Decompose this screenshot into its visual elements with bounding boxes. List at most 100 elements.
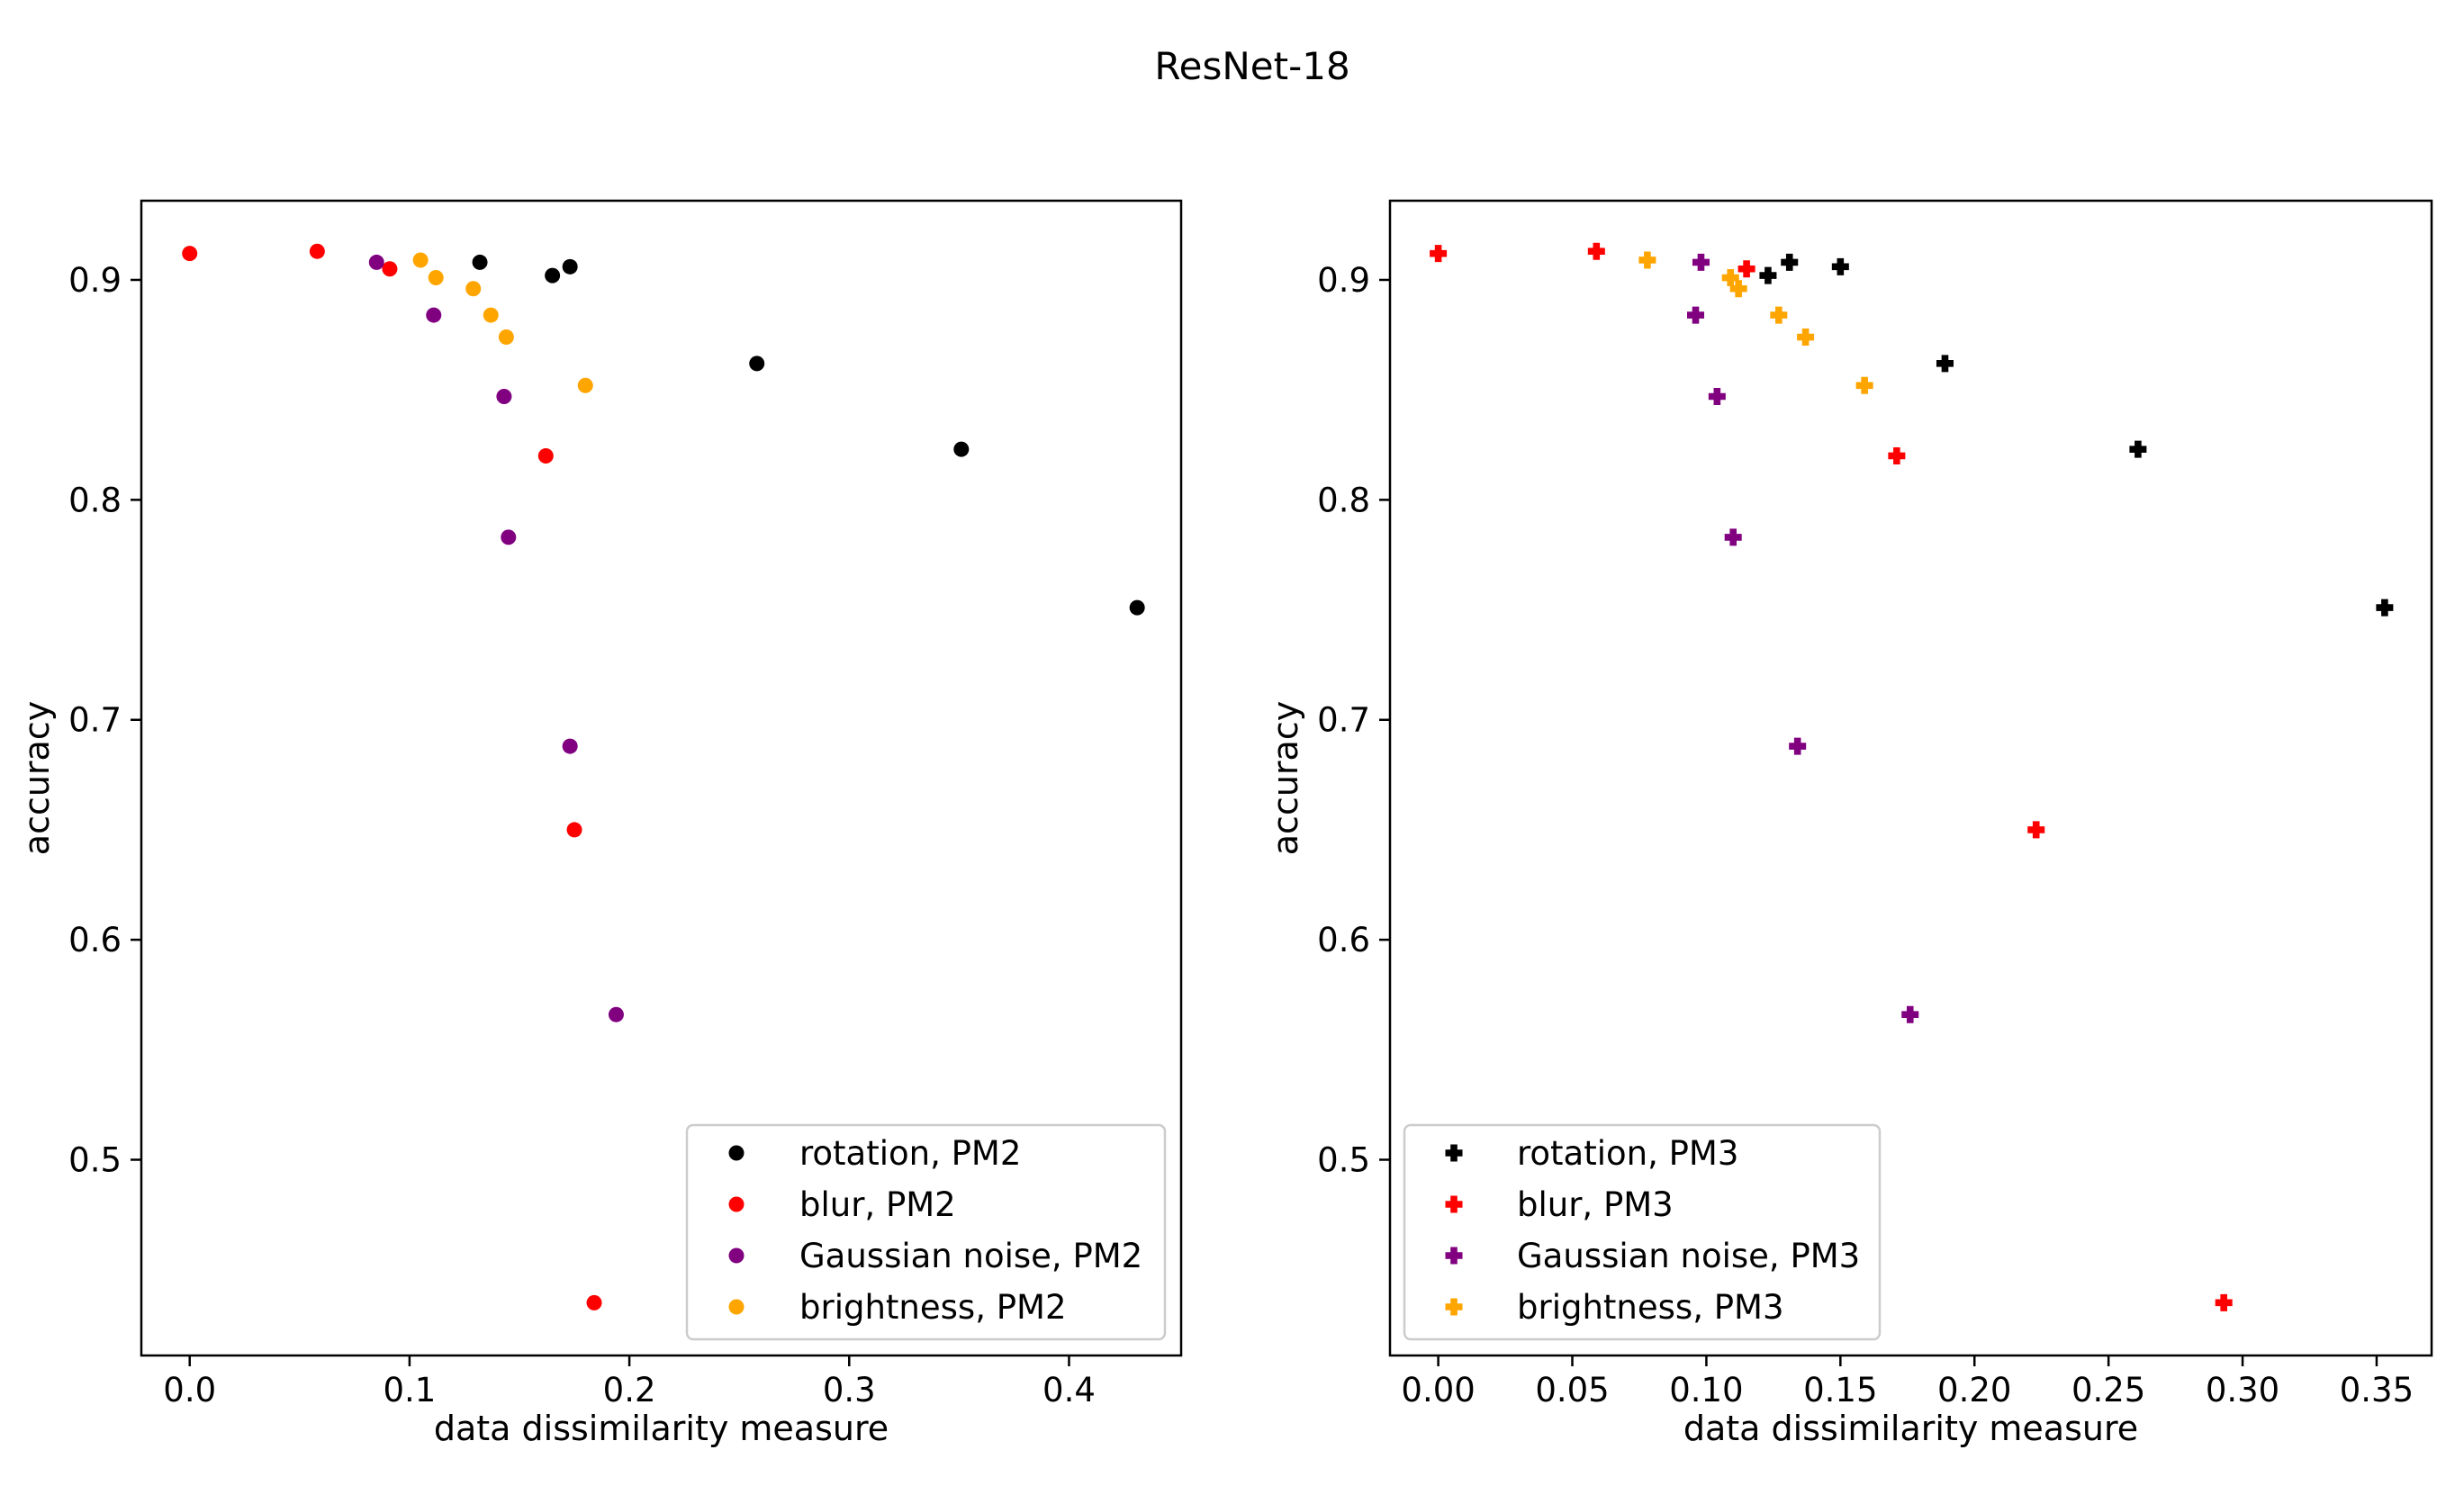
right-data-point [2215, 1293, 2233, 1311]
left-data-point [1129, 599, 1145, 616]
left-data-point [953, 441, 970, 457]
right-data-point [1692, 253, 1710, 271]
right-y-tick-label: 0.6 [1317, 921, 1370, 959]
right-series-1 [1430, 242, 2233, 1311]
right-data-point [2027, 821, 2045, 839]
left-series-1 [182, 243, 602, 1310]
left-legend-label: rotation, PM2 [799, 1134, 1021, 1173]
left-data-point [483, 307, 499, 323]
left-legend-label: brightness, PM2 [799, 1288, 1067, 1327]
right-x-tick-label: 0.35 [2340, 1371, 2414, 1409]
left-data-point [749, 356, 765, 372]
right-x-tick-label: 0.15 [1803, 1371, 1877, 1409]
left-legend-marker [728, 1299, 745, 1315]
left-data-point [426, 307, 442, 323]
right-x-tick-label: 0.25 [2071, 1371, 2145, 1409]
left-y-tick-label: 0.5 [68, 1141, 122, 1180]
right-data-point [1430, 245, 1448, 263]
figure-title: ResNet-18 [1154, 44, 1349, 88]
right-series-2 [1687, 253, 1919, 1023]
left-data-point [496, 388, 512, 404]
left-y-axis-label: accuracy [17, 701, 57, 855]
left-legend-label: blur, PM2 [799, 1185, 956, 1224]
left-x-axis-label: data dissimilarity measure [434, 1409, 889, 1448]
right-data-point [1855, 376, 1873, 394]
left-data-point [577, 377, 593, 393]
left-legend-marker [728, 1145, 745, 1161]
right-legend-marker [1445, 1247, 1463, 1265]
right-data-point [1770, 306, 1788, 324]
right-x-tick-label: 0.10 [1669, 1371, 1743, 1409]
right-series-3 [1638, 251, 1873, 394]
left-y-tick-label: 0.8 [68, 481, 122, 519]
right-legend-label: rotation, PM3 [1517, 1134, 1738, 1173]
right-legend-label: blur, PM3 [1517, 1185, 1674, 1224]
left-data-point [182, 246, 198, 262]
left-legend-marker [728, 1196, 745, 1212]
left-plot-frame [140, 199, 1183, 1357]
left-data-point [545, 267, 561, 284]
right-y-tick-label: 0.5 [1317, 1141, 1370, 1180]
right-y-tick-label: 0.7 [1317, 701, 1370, 740]
left-series-0 [472, 254, 1145, 616]
left-data-point [382, 261, 398, 277]
left-data-point [498, 329, 514, 346]
left-scatter-panel: 0.0 0.1 0.2 0.3 0.4 0.5 0.6 0.7 0.8 0.9 data diss… [17, 199, 1183, 1448]
left-data-point [537, 447, 554, 464]
right-plot-frame [1388, 199, 2433, 1357]
right-data-point [1587, 242, 1605, 260]
right-x-tick-label: 0.20 [1937, 1371, 2011, 1409]
right-data-point [1737, 260, 1755, 278]
left-data-point [428, 270, 444, 286]
right-legend-label: Gaussian noise, PM3 [1517, 1237, 1860, 1275]
left-data-point [368, 254, 384, 270]
left-data-point [608, 1006, 624, 1022]
right-legend-marker [1445, 1144, 1463, 1162]
right-legend: rotation, PM3 blur, PM3 Gaussian noise, PM… [1403, 1123, 1882, 1341]
left-x-tick-label: 0.0 [163, 1371, 216, 1409]
left-data-point [562, 738, 578, 754]
left-legend-box [685, 1123, 1167, 1341]
right-y-axis-label: accuracy [1266, 701, 1305, 855]
right-data-point [1901, 1005, 1919, 1023]
left-data-point [465, 281, 482, 297]
right-data-point [1708, 387, 1726, 405]
left-x-tick-label: 0.4 [1042, 1371, 1096, 1409]
left-legend: rotation, PM2 blur, PM2 Gaussian noise, PM… [685, 1123, 1167, 1341]
right-data-point [1638, 251, 1656, 269]
left-data-point [562, 258, 578, 275]
left-data-point [566, 822, 582, 838]
right-data-point [1781, 253, 1799, 271]
right-data-point [1759, 266, 1777, 284]
left-data-point [501, 529, 517, 545]
right-legend-marker [1445, 1195, 1463, 1213]
left-y-tick-label: 0.6 [68, 921, 122, 959]
right-x-tick-label: 0.05 [1535, 1371, 1609, 1409]
right-data-point [1888, 446, 1906, 464]
right-data-point [2129, 440, 2147, 458]
left-x-tick-label: 0.1 [383, 1371, 436, 1409]
right-legend-label: brightness, PM3 [1517, 1288, 1784, 1327]
left-legend-marker [728, 1247, 745, 1264]
left-data-point [309, 243, 325, 259]
right-series-0 [1759, 253, 2394, 617]
right-data-point [1789, 737, 1807, 755]
right-data-point [1936, 355, 1954, 373]
right-data-point [1721, 269, 1739, 287]
right-data-point [1831, 257, 1849, 275]
right-y-tick-label: 0.8 [1317, 481, 1370, 519]
left-x-tick-label: 0.3 [823, 1371, 876, 1409]
left-y-tick-label: 0.9 [68, 261, 122, 300]
left-series-3 [412, 252, 593, 393]
right-x-tick-label: 0.00 [1401, 1371, 1475, 1409]
left-x-tick-label: 0.2 [603, 1371, 656, 1409]
right-legend-marker [1445, 1298, 1463, 1316]
left-series-2 [368, 254, 624, 1022]
right-x-axis-label: data dissimilarity measure [1683, 1409, 2138, 1448]
right-x-tick-label: 0.30 [2206, 1371, 2279, 1409]
left-data-point [472, 254, 488, 270]
right-data-point [1687, 306, 1705, 324]
right-y-tick-label: 0.9 [1317, 261, 1370, 300]
